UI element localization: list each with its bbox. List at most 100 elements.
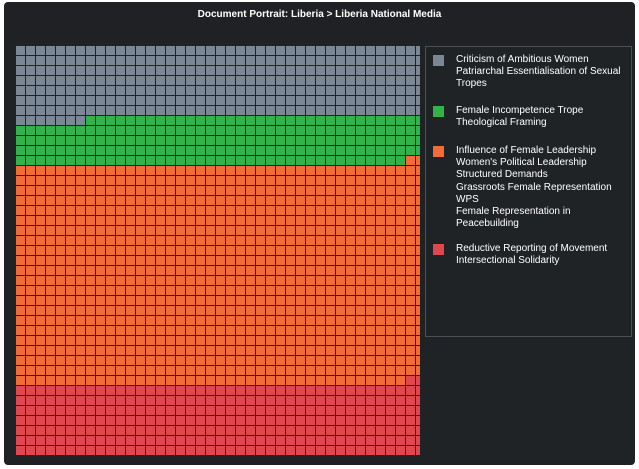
waffle-cell: [346, 126, 355, 135]
waffle-cell: [196, 346, 205, 355]
waffle-cell: [406, 286, 415, 295]
waffle-cell: [316, 76, 325, 85]
waffle-cell: [396, 176, 405, 185]
waffle-cell: [116, 406, 125, 415]
waffle-cell: [206, 236, 215, 245]
waffle-cell: [306, 66, 315, 75]
waffle-cell: [236, 386, 245, 395]
waffle-cell: [186, 176, 195, 185]
waffle-cell: [176, 386, 185, 395]
waffle-cell: [166, 156, 175, 165]
waffle-cell: [386, 256, 395, 265]
waffle-cell: [336, 66, 345, 75]
waffle-cell: [366, 336, 375, 345]
waffle-cell: [266, 106, 275, 115]
waffle-cell: [126, 336, 135, 345]
waffle-cell: [286, 156, 295, 165]
waffle-cell: [76, 316, 85, 325]
waffle-cell: [296, 56, 305, 65]
waffle-cell: [316, 196, 325, 205]
waffle-cell: [136, 406, 145, 415]
waffle-cell: [256, 256, 265, 265]
waffle-cell: [406, 106, 415, 115]
waffle-cell: [46, 336, 55, 345]
waffle-cell: [236, 136, 245, 145]
waffle-cell: [176, 316, 185, 325]
waffle-cell: [76, 326, 85, 335]
waffle-cell: [316, 276, 325, 285]
waffle-cell: [196, 446, 205, 455]
waffle-cell: [96, 216, 105, 225]
waffle-cell: [186, 186, 195, 195]
waffle-cell: [386, 416, 395, 425]
waffle-cell: [296, 186, 305, 195]
waffle-cell: [276, 126, 285, 135]
waffle-cell: [306, 246, 315, 255]
waffle-cell: [16, 286, 25, 295]
waffle-cell: [376, 306, 385, 315]
waffle-cell: [16, 296, 25, 305]
waffle-cell: [26, 156, 35, 165]
waffle-cell: [406, 356, 415, 365]
waffle-cell: [396, 116, 405, 125]
waffle-cell: [176, 176, 185, 185]
waffle-cell: [176, 226, 185, 235]
waffle-cell: [216, 166, 225, 175]
waffle-cell: [296, 316, 305, 325]
waffle-cell: [346, 426, 355, 435]
waffle-cell: [346, 166, 355, 175]
waffle-cell: [276, 116, 285, 125]
waffle-cell: [146, 436, 155, 445]
waffle-cell: [226, 406, 235, 415]
waffle-cell: [206, 256, 215, 265]
waffle-cell: [36, 116, 45, 125]
waffle-cell: [116, 246, 125, 255]
waffle-cell: [366, 386, 375, 395]
waffle-cell: [346, 76, 355, 85]
waffle-cell: [246, 186, 255, 195]
waffle-cell: [116, 446, 125, 455]
waffle-cell: [106, 156, 115, 165]
waffle-cell: [166, 416, 175, 425]
waffle-cell: [156, 386, 165, 395]
waffle-cell: [166, 386, 175, 395]
waffle-cell: [106, 116, 115, 125]
waffle-cell: [76, 306, 85, 315]
waffle-cell: [66, 326, 75, 335]
waffle-cell: [306, 306, 315, 315]
waffle-cell: [196, 246, 205, 255]
waffle-cell: [16, 446, 25, 455]
waffle-cell: [236, 56, 245, 65]
waffle-cell: [66, 166, 75, 175]
waffle-cell: [266, 426, 275, 435]
waffle-cell: [16, 386, 25, 395]
waffle-cell: [96, 276, 105, 285]
waffle-cell: [216, 146, 225, 155]
waffle-cell: [266, 246, 275, 255]
waffle-cell: [136, 136, 145, 145]
waffle-cell: [396, 156, 405, 165]
waffle-cell: [386, 126, 395, 135]
waffle-cell: [316, 446, 325, 455]
waffle-cell: [316, 326, 325, 335]
waffle-cell: [396, 46, 405, 55]
waffle-cell: [306, 156, 315, 165]
waffle-cell: [36, 76, 45, 85]
waffle-cell: [136, 236, 145, 245]
waffle-cell: [56, 306, 65, 315]
waffle-cell: [116, 326, 125, 335]
waffle-cell: [266, 316, 275, 325]
waffle-cell: [286, 266, 295, 275]
waffle-cell: [146, 226, 155, 235]
waffle-cell: [216, 436, 225, 445]
waffle-cell: [96, 96, 105, 105]
waffle-cell: [166, 126, 175, 135]
waffle-cell: [226, 316, 235, 325]
waffle-cell: [396, 126, 405, 135]
waffle-cell: [46, 76, 55, 85]
waffle-cell: [346, 296, 355, 305]
waffle-cell: [286, 336, 295, 345]
waffle-cell: [296, 266, 305, 275]
waffle-cell: [416, 376, 420, 385]
legend: Criticism of Ambitious Women Patriarchal …: [425, 46, 632, 337]
